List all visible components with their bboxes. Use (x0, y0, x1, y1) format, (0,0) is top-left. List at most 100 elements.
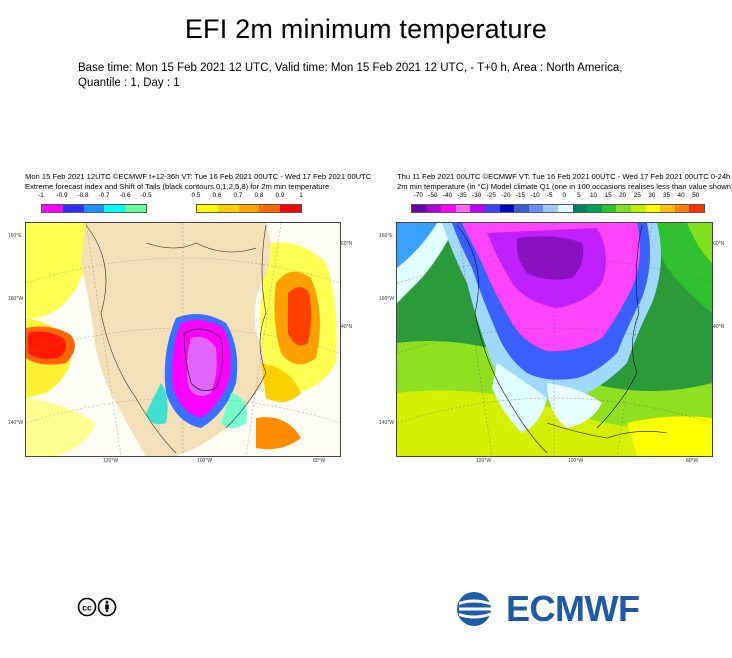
colorbar-segment (470, 205, 485, 212)
colorbar-segment (557, 205, 573, 212)
left-cbar-label: 1 (299, 192, 303, 199)
right-cbar-label: -50 (428, 192, 438, 199)
colorbar-segment (62, 205, 84, 212)
subtitle: Base time: Mon 15 Feb 2021 12 UTC, Valid… (78, 62, 623, 89)
efi-map-graphic (26, 223, 340, 456)
right-cbar-label: 20 (619, 192, 627, 199)
right-lat-label: 160°W (379, 296, 395, 302)
left-map (25, 222, 341, 457)
left-cbar-label: 0.6 (212, 192, 222, 199)
left-lat-label: 60°N (341, 241, 353, 247)
right-lat-label: 160°E (379, 233, 393, 239)
right-cbar-label: 10 (589, 192, 598, 199)
colorbar-segment (217, 205, 239, 212)
left-cbar-label: -1 (38, 192, 44, 199)
colorbar-segment (660, 205, 675, 212)
right-map (396, 222, 713, 457)
colorbar-segment (630, 205, 646, 212)
colorbar-segment (197, 205, 218, 212)
colorbar-segment (125, 205, 146, 212)
left-panel-header: Mon 15 Feb 2021 12UTC ©ECMWF t+12-36h VT… (25, 172, 371, 191)
right-cbar-label: 40 (677, 192, 685, 199)
left-lat-label: 40°N (341, 324, 353, 330)
right-cbar-label: -30 (472, 192, 482, 199)
colorbar-segment (42, 205, 63, 212)
colorbar-segment (83, 205, 105, 212)
right-cbar-label: 50 (692, 192, 700, 199)
right-cbar-label: 30 (648, 192, 656, 199)
colorbar-segment (259, 205, 281, 212)
left-header-line2: Extreme forecast index and Shift of Tail… (25, 181, 330, 191)
left-cbar-label: -0.6 (119, 192, 131, 199)
ecmwf-logo-text: ECMWF (506, 588, 640, 629)
colorbar-segment (645, 205, 661, 212)
colorbar-segment (528, 205, 544, 212)
right-cbar-label: 0 (562, 192, 567, 199)
colorbar-segment (616, 205, 631, 212)
left-lon-label: 100°W (197, 458, 213, 464)
right-cbar-label: 25 (633, 192, 641, 199)
right-cbar-label: 5 (577, 192, 581, 199)
colorbar-segment (412, 205, 427, 212)
left-lon-label: 80°W (313, 458, 326, 464)
right-colorbar (411, 204, 705, 213)
right-cbar-label: -10 (530, 192, 540, 199)
colorbar-segment (441, 205, 456, 212)
right-lat-label: 60°N (713, 241, 725, 247)
left-lat-label: 140°W (8, 420, 24, 426)
colorbar-segment (689, 205, 704, 212)
left-colorbar-negative (41, 204, 147, 213)
right-cbar-label: 15 (604, 192, 612, 199)
colorbar-segment (484, 205, 500, 212)
left-lat-label: 160°W (8, 296, 24, 302)
colorbar-segment (514, 205, 529, 212)
left-colorbar-labels: -1 -0.9 -0.8 -0.7 -0.6 -0.5 0.5 0.6 0.7 … (25, 192, 315, 202)
svg-text:cc: cc (82, 603, 92, 613)
right-header-line1: Thu 11 Feb 2021 00UTC ©ECMWF VT: Tue 16 … (397, 172, 731, 181)
left-cbar-label: 0.8 (254, 192, 264, 199)
right-panel-header: Thu 11 Feb 2021 00UTC ©ECMWF VT: Tue 16 … (397, 172, 732, 191)
right-lon-label: 120°W (476, 458, 492, 464)
right-cbar-label: 35 (662, 192, 671, 199)
ecmwf-logo: ECMWF (456, 588, 640, 630)
right-cbar-label: -70 (413, 192, 423, 199)
right-lat-label: 40°N (713, 324, 725, 330)
right-cbar-label: -20 (501, 192, 511, 199)
left-cbar-label: 0.5 (191, 192, 201, 199)
right-cbar-label: -35 (457, 192, 467, 199)
right-cbar-label: -25 (486, 192, 496, 199)
right-lat-label: 140°W (379, 420, 395, 426)
left-header-line1: Mon 15 Feb 2021 12UTC ©ECMWF t+12-36h VT… (25, 172, 372, 181)
right-header-line2: 2m min temperature (in °C) Model climate… (397, 181, 732, 191)
creative-commons-by-icon: cc (77, 597, 121, 622)
left-colorbar-positive (196, 204, 302, 213)
left-cbar-label: -0.8 (77, 192, 89, 199)
left-lon-label: 120°W (103, 458, 119, 464)
right-cbar-label: -15 (515, 192, 526, 199)
ecmwf-logo-mark-icon (457, 592, 502, 626)
colorbar-segment (238, 205, 260, 212)
left-cbar-label: 0.7 (233, 192, 243, 199)
page-title: EFI 2m minimum temperature (184, 14, 548, 44)
colorbar-segment (601, 205, 617, 212)
left-lat-label: 160°E (8, 233, 22, 239)
colorbar-segment (587, 205, 602, 212)
right-colorbar-labels: -70 -50 -40 -35 -30 -25 -20 -15 -10 -5 0 5 10 15 20 25 3… (411, 192, 703, 202)
colorbar-segment (499, 205, 515, 212)
left-cbar-label: -0.5 (140, 192, 152, 199)
colorbar-segment (543, 205, 558, 212)
right-cbar-label: -5 (546, 192, 553, 199)
colorbar-segment (674, 205, 690, 212)
colorbar-segment (280, 205, 301, 212)
colorbar-segment (426, 205, 442, 212)
colorbar-segment (104, 205, 126, 212)
right-cbar-label: -40 (442, 192, 453, 199)
colorbar-segment (572, 205, 588, 212)
left-cbar-label: -0.9 (56, 192, 68, 199)
climate-map-graphic (397, 223, 712, 456)
right-lon-label: 100°W (568, 458, 584, 464)
left-cbar-label: 0.9 (275, 192, 285, 199)
right-lon-label: 80°W (686, 458, 699, 464)
left-cbar-label: -0.7 (98, 192, 110, 199)
colorbar-segment (455, 205, 471, 212)
